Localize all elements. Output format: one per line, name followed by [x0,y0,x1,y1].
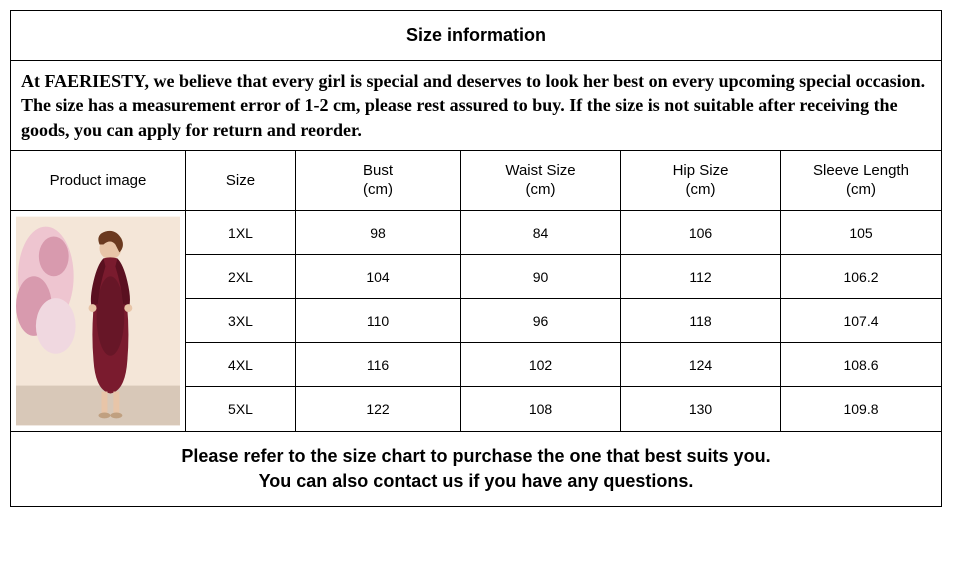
table-cell: 4XL [186,343,295,387]
table-cell: 116 [296,343,460,387]
table-cell: 106 [621,211,780,255]
table-cell: 110 [296,299,460,343]
col-product-image: Product image [11,151,186,431]
table-cell: 104 [296,255,460,299]
product-image-icon [16,216,180,426]
header-waist-unit: (cm) [526,181,556,198]
header-hip-label: Hip Size [673,162,729,179]
table-cell: 122 [296,387,460,431]
table-cell: 109.8 [781,387,941,431]
header-size: Size [186,151,295,211]
table-cell: 102 [461,343,620,387]
table-cell: 107.4 [781,299,941,343]
header-bust-label: Bust [363,162,393,179]
header-waist: Waist Size (cm) [461,151,620,211]
table-cell: 124 [621,343,780,387]
table-cell: 1XL [186,211,295,255]
col-sleeve: Sleeve Length (cm) 105 106.2 107.4 108.6… [781,151,941,431]
table-cell: 3XL [186,299,295,343]
header-product-image: Product image [11,151,185,211]
product-image-cell [11,211,185,431]
table-cell: 98 [296,211,460,255]
table-cell: 84 [461,211,620,255]
table-cell: 2XL [186,255,295,299]
table-cell: 108 [461,387,620,431]
header-hip-unit: (cm) [686,181,716,198]
col-hip: Hip Size (cm) 106 112 118 124 130 [621,151,781,431]
footer-note: Please refer to the size chart to purcha… [11,432,941,506]
table-cell: 5XL [186,387,295,431]
table-title: Size information [11,11,941,61]
header-sleeve-unit: (cm) [846,181,876,198]
size-info-table: Size information At FAERIESTY, we believ… [10,10,942,507]
table-cell: 118 [621,299,780,343]
table-cell: 130 [621,387,780,431]
footer-line2: You can also contact us if you have any … [259,471,694,491]
header-sleeve: Sleeve Length (cm) [781,151,941,211]
table-cell: 112 [621,255,780,299]
header-sleeve-label: Sleeve Length [813,162,909,179]
table-cell: 105 [781,211,941,255]
intro-text: At FAERIESTY, we believe that every girl… [11,61,941,151]
col-bust: Bust (cm) 98 104 110 116 122 [296,151,461,431]
table-cell: 96 [461,299,620,343]
table-cell: 90 [461,255,620,299]
size-grid: Product image [11,151,941,432]
table-cell: 106.2 [781,255,941,299]
header-hip: Hip Size (cm) [621,151,780,211]
header-bust: Bust (cm) [296,151,460,211]
table-cell: 108.6 [781,343,941,387]
footer-line1: Please refer to the size chart to purcha… [181,446,770,466]
col-size: Size 1XL 2XL 3XL 4XL 5XL [186,151,296,431]
header-waist-label: Waist Size [505,162,575,179]
col-waist: Waist Size (cm) 84 90 96 102 108 [461,151,621,431]
header-bust-unit: (cm) [363,181,393,198]
